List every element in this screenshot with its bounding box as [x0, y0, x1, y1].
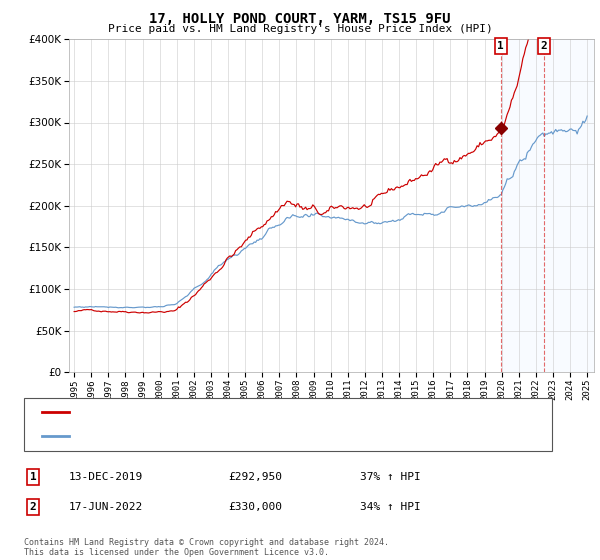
Text: £330,000: £330,000 — [228, 502, 282, 512]
Text: 2: 2 — [541, 41, 547, 51]
Text: Contains HM Land Registry data © Crown copyright and database right 2024.
This d: Contains HM Land Registry data © Crown c… — [24, 538, 389, 557]
Text: 17, HOLLY POND COURT, YARM, TS15 9FU: 17, HOLLY POND COURT, YARM, TS15 9FU — [149, 12, 451, 26]
Text: 1: 1 — [497, 41, 504, 51]
Text: 1: 1 — [29, 472, 37, 482]
Text: £292,950: £292,950 — [228, 472, 282, 482]
Text: HPI: Average price, detached house, Stockton-on-Tees: HPI: Average price, detached house, Stoc… — [75, 431, 400, 441]
Text: 17, HOLLY POND COURT, YARM, TS15 9FU (detached house): 17, HOLLY POND COURT, YARM, TS15 9FU (de… — [75, 408, 406, 418]
Text: 17-JUN-2022: 17-JUN-2022 — [69, 502, 143, 512]
Text: 13-DEC-2019: 13-DEC-2019 — [69, 472, 143, 482]
Text: 37% ↑ HPI: 37% ↑ HPI — [360, 472, 421, 482]
Text: 34% ↑ HPI: 34% ↑ HPI — [360, 502, 421, 512]
Text: Price paid vs. HM Land Registry's House Price Index (HPI): Price paid vs. HM Land Registry's House … — [107, 24, 493, 34]
Text: 2: 2 — [29, 502, 37, 512]
Bar — [501, 39, 596, 372]
